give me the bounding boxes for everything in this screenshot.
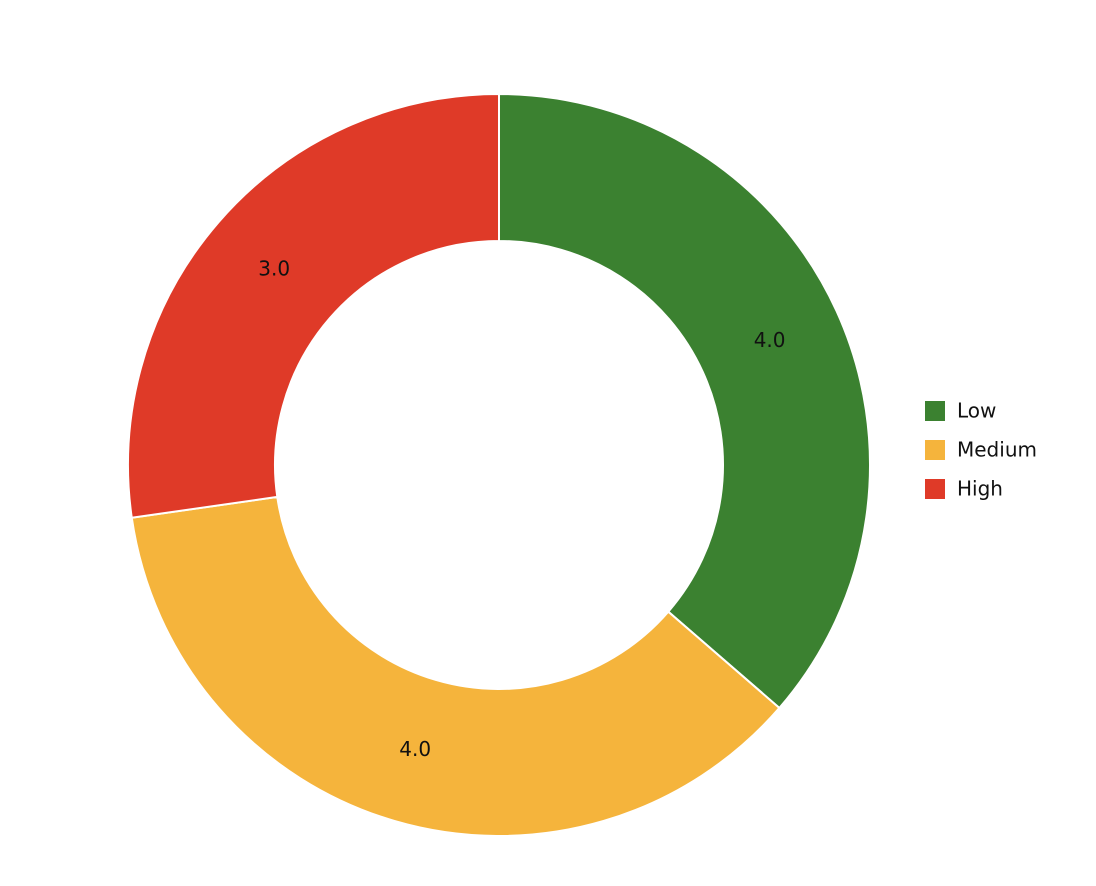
data-label: 4.0 xyxy=(399,737,431,761)
data-label: 3.0 xyxy=(258,257,290,281)
legend-swatch xyxy=(925,401,945,421)
data-label: 4.0 xyxy=(754,328,786,352)
legend-label: Medium xyxy=(957,438,1037,462)
legend-label: High xyxy=(957,477,1003,501)
donut-slice xyxy=(498,92,871,710)
legend-swatch xyxy=(925,440,945,460)
legend-swatch xyxy=(925,479,945,499)
donut-slice xyxy=(127,92,500,519)
legend-label: Low xyxy=(957,399,996,423)
donut-slice xyxy=(130,495,781,837)
